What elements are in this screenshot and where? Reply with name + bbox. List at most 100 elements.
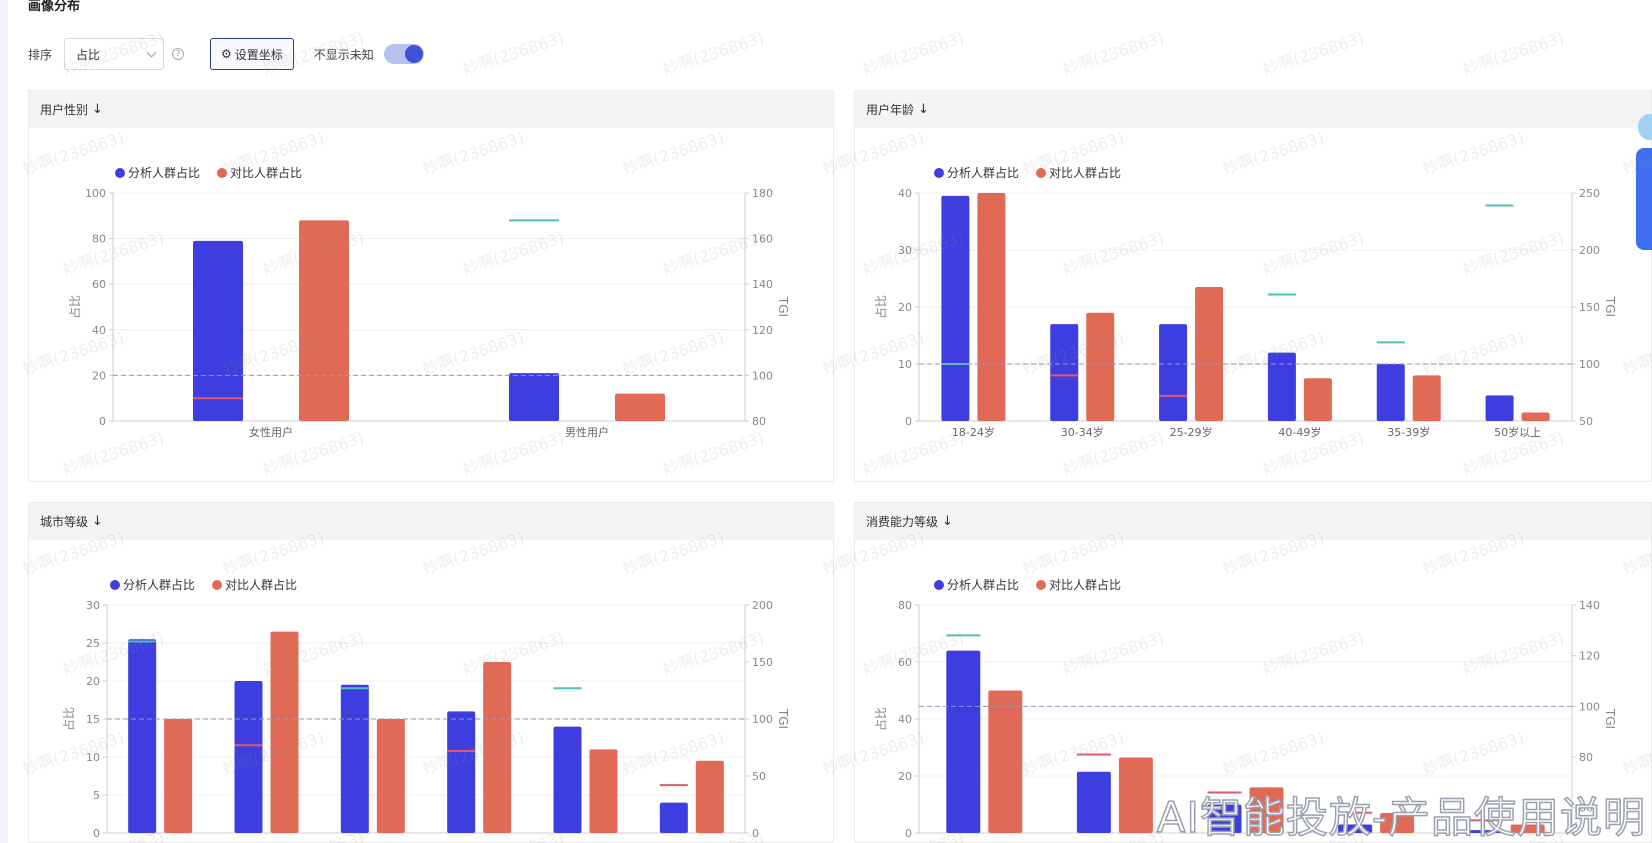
bar-compare — [483, 662, 512, 833]
panel-age: 用户年龄 ↓ 分析人群占比 对比人群占比 0 10 20 30 40 50 100 150 200 2… — [854, 90, 1652, 482]
watermark-text: 妙啊(236863) — [860, 28, 967, 79]
bar-analysis — [1076, 771, 1111, 833]
panel-title: 用户性别 — [40, 103, 89, 117]
sort-down-arrow-icon[interactable]: ↓ — [92, 514, 103, 529]
bar-compare — [1118, 757, 1153, 833]
legend-compare: 对比人群占比 — [1049, 577, 1121, 592]
y-tick-label: 25 — [86, 637, 100, 650]
sort-down-arrow-icon[interactable]: ↓ — [92, 102, 103, 117]
y-tick-label: 80 — [92, 233, 106, 246]
y2-tick-label: 0 — [752, 827, 759, 840]
panel-header: 消费能力等级 ↓ — [855, 503, 1651, 540]
y-axis-title: 占比 — [61, 707, 76, 731]
y2-tick-label: 50 — [1579, 415, 1593, 428]
x-tick-label: 18-24岁 — [952, 425, 995, 439]
bar-compare — [1510, 824, 1545, 833]
gear-icon: ⚙ — [221, 47, 232, 61]
y2-tick-label: 150 — [752, 656, 773, 669]
chart-city-level: 分析人群占比 对比人群占比 0 5 10 15 20 25 30 0 50 100 150 200 占比 TG… — [61, 577, 790, 840]
panel-title: 用户年龄 — [866, 103, 915, 117]
y2-axis-title: TGI — [1603, 708, 1617, 729]
bar-compare — [299, 220, 349, 421]
y-tick-label: 0 — [93, 827, 100, 840]
sort-down-arrow-icon[interactable]: ↓ — [942, 514, 953, 529]
bar-compare — [1521, 412, 1550, 421]
chevron-down-icon — [146, 47, 157, 57]
hide-unknown-toggle[interactable] — [383, 44, 424, 64]
bar-analysis — [447, 711, 476, 833]
panel-city-level: 城市等级 ↓ 分析人群占比 对比人群占比 0 5 10 15 20 25 30 0 50 100 150… — [28, 502, 834, 843]
set-axis-button[interactable]: ⚙ 设置坐标 — [210, 38, 294, 70]
panel-header: 城市等级 ↓ — [29, 503, 833, 540]
bar-analysis — [1468, 830, 1503, 833]
panel-title: 城市等级 — [40, 515, 89, 529]
y-tick-label: 0 — [905, 415, 912, 428]
y2-tick-label: 100 — [752, 713, 773, 726]
bar-analysis — [193, 240, 243, 421]
legend-marker — [115, 168, 125, 178]
y-tick-label: 10 — [898, 358, 912, 371]
sort-down-arrow-icon[interactable]: ↓ — [918, 102, 929, 117]
y2-tick-label: 50 — [752, 770, 766, 783]
bar-analysis — [234, 681, 263, 833]
y2-tick-label: 200 — [1579, 244, 1600, 257]
y2-tick-label: 250 — [1579, 187, 1600, 200]
y-tick-label: 40 — [898, 187, 912, 200]
bar-analysis — [128, 639, 157, 833]
bar-analysis — [1376, 364, 1405, 421]
bar-compare — [164, 719, 193, 833]
legend-analysis: 分析人群占比 — [947, 165, 1019, 180]
bar-analysis — [946, 650, 981, 833]
toggle-knob — [404, 45, 423, 63]
y2-tick-label: 80 — [752, 415, 766, 428]
side-float-widget[interactable] — [1636, 148, 1652, 250]
y2-tick-label: 60 — [1579, 802, 1593, 815]
toolbar: 排序 占比 ? ⚙ 设置坐标 不显示未知 — [28, 38, 424, 70]
y2-tick-label: 120 — [752, 324, 773, 337]
assistant-bubble-icon[interactable] — [1638, 114, 1652, 140]
y-tick-label: 30 — [86, 599, 100, 612]
bar-compare — [1195, 287, 1224, 421]
y2-tick-label: 180 — [752, 187, 773, 200]
bar-analysis — [1267, 352, 1296, 421]
panel-consumption-level: 消费能力等级 ↓ 分析人群占比 对比人群占比 0 20 40 60 80 60 80 100 120… — [854, 502, 1652, 843]
y-tick-label: 40 — [898, 713, 912, 726]
y2-tick-label: 140 — [1579, 599, 1600, 612]
y-tick-label: 20 — [86, 675, 100, 688]
legend-analysis: 分析人群占比 — [123, 577, 195, 592]
y-tick-label: 20 — [92, 369, 106, 382]
y2-tick-label: 140 — [752, 278, 773, 291]
set-axis-button-label: 设置坐标 — [234, 47, 283, 62]
watermark-text: 妙啊(236863) — [460, 28, 567, 79]
bar-analysis — [340, 684, 369, 833]
legend-compare: 对比人群占比 — [225, 577, 297, 592]
bar-compare — [270, 631, 299, 833]
y-tick-label: 60 — [92, 278, 106, 291]
legend-marker — [217, 168, 227, 178]
bar-analysis — [1207, 804, 1242, 833]
y-tick-label: 15 — [86, 713, 100, 726]
y-axis-title: 占比 — [873, 295, 888, 319]
x-tick-label: 女性用户 — [249, 425, 293, 439]
bar-compare — [1086, 312, 1115, 421]
legend-analysis: 分析人群占比 — [947, 577, 1019, 592]
y2-tick-label: 150 — [1579, 301, 1600, 314]
bar-compare — [1412, 375, 1441, 421]
bar-analysis — [509, 373, 559, 421]
bar-analysis — [553, 726, 582, 833]
bar-analysis — [1338, 824, 1373, 833]
page-title: 画像分布 — [28, 0, 81, 14]
watermark-text: 妙啊(236863) — [1460, 28, 1567, 79]
sort-select[interactable]: 占比 — [64, 38, 165, 70]
legend-marker — [934, 580, 944, 590]
bar-analysis — [1485, 395, 1514, 421]
y2-axis-title: TGI — [776, 296, 790, 317]
panel-gender: 用户性别 ↓ 分析人群占比 对比人群占比 0 20 40 60 80 100 80 100 120 1… — [28, 90, 834, 482]
watermark-text: 妙啊(236863) — [1060, 28, 1167, 79]
y2-axis-title: TGI — [1603, 296, 1617, 317]
question-circle-icon[interactable]: ? — [172, 48, 185, 60]
x-tick-label: 30-34岁 — [1061, 425, 1104, 439]
bar-compare — [988, 690, 1023, 833]
y-tick-label: 5 — [93, 789, 100, 802]
x-tick-label: 50岁以上 — [1494, 425, 1541, 439]
